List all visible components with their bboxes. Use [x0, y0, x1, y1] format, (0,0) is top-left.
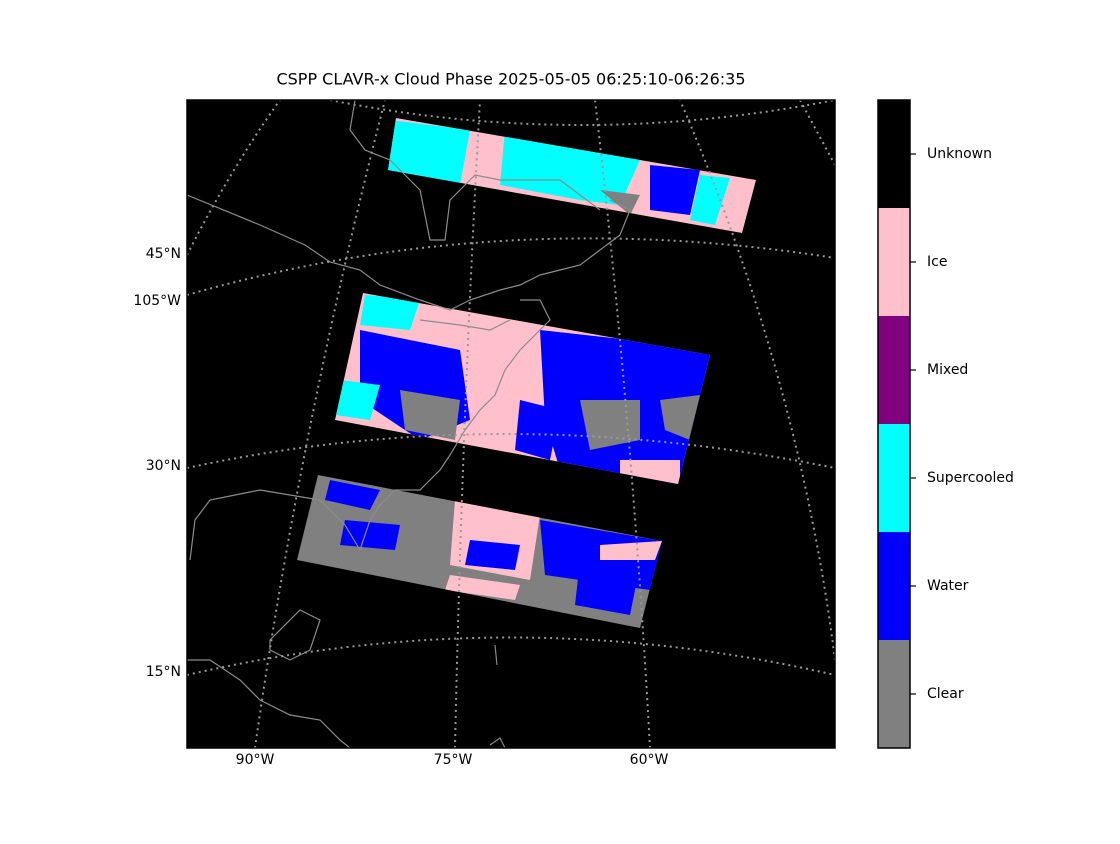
phase-region — [500, 130, 580, 200]
colorbar-segment — [878, 100, 910, 208]
phase-region — [515, 400, 560, 460]
colorbar-frame — [877, 99, 911, 749]
phase-region — [660, 395, 700, 440]
phase-region — [580, 400, 640, 450]
axis-labels: 45°N 30°N 15°N 105°W 90°W 75°W 60°W — [133, 246, 668, 768]
phase-region — [340, 520, 400, 550]
lat-label: 30°N — [146, 458, 181, 474]
phase-region — [620, 460, 680, 484]
lon-label: 60°W — [630, 752, 669, 768]
phase-region — [325, 480, 380, 510]
colorbar-label: Mixed — [927, 362, 968, 378]
map-frame — [186, 99, 836, 749]
map — [187, 100, 835, 748]
phase-region — [575, 560, 640, 615]
phase-region — [400, 390, 460, 440]
phase-region — [690, 175, 730, 225]
phase-region — [335, 380, 380, 420]
phase-region — [600, 541, 662, 560]
colorbar-segment — [878, 424, 910, 532]
colorbar-label: Ice — [927, 254, 947, 270]
colorbar-segment — [878, 532, 910, 640]
phase-region — [360, 295, 420, 330]
phase-region — [465, 540, 520, 570]
colorbar-segment — [878, 316, 910, 424]
phase-region — [600, 190, 640, 215]
lon-label: 105°W — [133, 293, 181, 309]
phase-region — [388, 120, 470, 185]
phase-region — [650, 165, 700, 215]
colorbar-label: Clear — [927, 686, 964, 702]
lat-label: 45°N — [146, 246, 181, 262]
colorbar: Clear Water Supercooled Mixed Ice Unknown — [877, 99, 1014, 749]
lat-label: 15°N — [146, 664, 181, 680]
colorbar-segment — [878, 640, 910, 748]
colorbar-label: Unknown — [927, 146, 992, 162]
lon-label: 90°W — [236, 752, 275, 768]
colorbar-label: Supercooled — [927, 470, 1014, 486]
title: CSPP CLAVR-x Cloud Phase 2025-05-05 06:2… — [276, 70, 745, 89]
phase-region — [445, 575, 520, 600]
lon-label: 75°W — [434, 752, 473, 768]
colorbar-label: Water — [927, 578, 969, 594]
colorbar-segment — [878, 208, 910, 316]
